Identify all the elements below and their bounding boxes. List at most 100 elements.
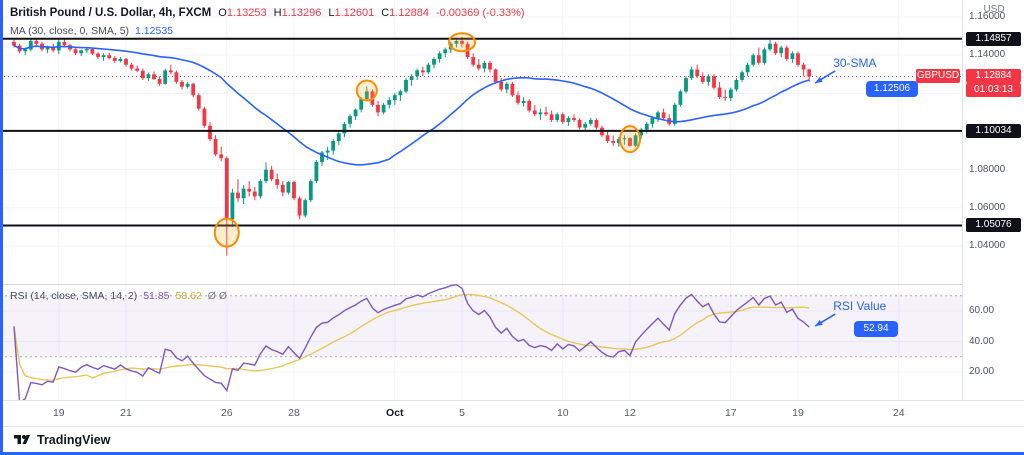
- candle-body: [163, 70, 168, 84]
- rsi-value-badge[interactable]: 52.94: [854, 321, 898, 338]
- rsi-tick-label: 60.00: [969, 305, 995, 316]
- candle-body: [437, 53, 442, 59]
- candle-body: [230, 192, 235, 220]
- candle-body: [152, 74, 156, 80]
- candle-body: [107, 55, 112, 59]
- candle-body: [275, 179, 280, 185]
- time-tick-label: 19: [792, 407, 804, 419]
- sma-value-badge[interactable]: 1.12506: [866, 80, 918, 97]
- candle-body: [124, 59, 128, 65]
- candle-body: [174, 72, 179, 82]
- candle-body: [415, 70, 420, 77]
- candle-body: [549, 114, 554, 120]
- highlight-ellipse[interactable]: [355, 79, 378, 102]
- candle-body: [740, 72, 744, 80]
- candle-body: [443, 49, 448, 54]
- rsi-pane[interactable]: [0, 284, 962, 400]
- candle-body: [79, 50, 84, 54]
- rsi-ma-line[interactable]: [13, 293, 810, 381]
- price-pane[interactable]: [0, 0, 962, 284]
- time-tick-label: 12: [624, 407, 636, 419]
- candle-body: [208, 125, 212, 140]
- time-axis[interactable]: 19 21 26 28 Oct 5 10 12 17 19 24: [0, 400, 1024, 427]
- time-tick-label: 21: [120, 407, 132, 419]
- candle-body: [504, 83, 509, 90]
- highlight-ellipse[interactable]: [448, 32, 476, 53]
- ma-legend-label[interactable]: MA (30, close, 0, SMA, 5): [10, 24, 130, 37]
- rsi-callout-label[interactable]: RSI Value: [833, 299, 887, 314]
- highlight-ellipse[interactable]: [213, 217, 240, 248]
- ohlc-low-value: 1.12601: [334, 6, 375, 19]
- price-tick-label: 1.06000: [969, 201, 1006, 213]
- candle-body: [101, 55, 106, 58]
- candle-body: [527, 101, 532, 111]
- rsi-legend-label[interactable]: RSI (14, close, SMA, 14, 2): [10, 289, 138, 302]
- sma-line[interactable]: [13, 44, 810, 166]
- candle-body: [538, 112, 543, 115]
- ohlc-high-value: 1.13296: [281, 6, 322, 19]
- rsi-band: [0, 295, 962, 357]
- rsi-line[interactable]: [13, 284, 810, 400]
- candle-body: [471, 57, 476, 65]
- candle-body: [90, 49, 95, 54]
- candle-body: [784, 47, 789, 59]
- candle-body: [180, 81, 184, 87]
- candle-body: [488, 62, 492, 70]
- price-axis[interactable]: USD 1.14857 1.10034 1.05076 1.12884 01:0…: [962, 0, 1024, 400]
- candle-body: [695, 69, 700, 77]
- rsi-legend-row: RSI (14, close, SMA, 14, 2) 51.85 58.62 …: [10, 288, 227, 303]
- symbol-title[interactable]: British Pound / U.S. Dollar, 4h, FXCM: [10, 6, 212, 19]
- candle-body: [454, 40, 459, 44]
- time-tick-label: 28: [288, 407, 300, 419]
- time-tick-label: 24: [892, 407, 905, 419]
- candle-body: [426, 64, 431, 73]
- candle-body: [135, 68, 140, 71]
- candle-body: [728, 89, 733, 99]
- candle-body: [353, 109, 358, 117]
- sma-callout-label[interactable]: 30-SMA: [833, 55, 877, 70]
- candle-body: [303, 200, 308, 216]
- candle-body: [588, 120, 593, 124]
- candle-body: [320, 152, 324, 162]
- time-tick-label: 19: [52, 407, 65, 419]
- candle-body: [269, 169, 274, 180]
- level-badge-3[interactable]: 1.05076: [966, 218, 1021, 233]
- candle-body: [672, 104, 677, 124]
- candle-body: [292, 182, 296, 199]
- level-badge-1[interactable]: 1.14857: [966, 31, 1021, 46]
- candle-body: [583, 123, 588, 128]
- candle-body: [656, 112, 660, 119]
- candle-body: [342, 123, 347, 134]
- tradingview-logo-icon: [14, 434, 30, 444]
- candle-body: [213, 139, 218, 155]
- candle-body: [297, 198, 302, 216]
- candle-body: [409, 76, 414, 80]
- candle-body: [129, 64, 134, 69]
- candle-body: [650, 118, 655, 124]
- candle-body: [493, 69, 498, 82]
- highlight-ellipse[interactable]: [619, 125, 641, 154]
- candle-body: [432, 59, 436, 65]
- candle-body: [616, 139, 621, 143]
- currency-label[interactable]: USD: [983, 4, 1005, 15]
- time-tick-label: Oct: [386, 407, 404, 419]
- tradingview-logo[interactable]: TradingView: [14, 433, 110, 447]
- candle-body: [633, 135, 638, 146]
- candle-body: [555, 114, 560, 120]
- price-tick-label: 1.16000: [969, 11, 1006, 22]
- candle-body: [734, 80, 739, 90]
- candle-body: [532, 110, 537, 115]
- legend-ma-row: MA (30, close, 0, SMA, 5) 1.12535: [10, 23, 525, 38]
- legend-rsi: RSI (14, close, SMA, 14, 2) 51.85 58.62 …: [10, 288, 227, 303]
- candle-body: [404, 80, 408, 92]
- candle-body: [325, 150, 330, 153]
- candle-body: [224, 158, 229, 220]
- candle-body: [84, 49, 89, 51]
- candle-body: [381, 104, 386, 113]
- candle-body: [572, 118, 576, 120]
- candle-body: [460, 40, 464, 44]
- candle-body: [661, 112, 666, 119]
- level-badge-2[interactable]: 1.10034: [966, 123, 1021, 138]
